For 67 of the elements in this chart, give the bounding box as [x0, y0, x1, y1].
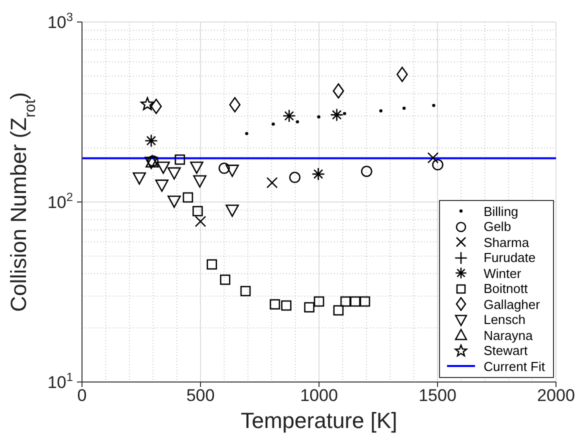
- point: [360, 166, 372, 178]
- legend-label: Billing: [484, 204, 518, 219]
- point: [312, 167, 325, 181]
- point: [226, 204, 239, 217]
- point: [379, 109, 382, 112]
- legend-label: Sharma: [484, 234, 530, 250]
- point: [168, 196, 181, 208]
- point: [427, 152, 439, 164]
- x-tick-label: 1000: [300, 386, 338, 406]
- point: [132, 172, 146, 185]
- point: [396, 66, 408, 82]
- point: [144, 134, 158, 148]
- point: [432, 159, 444, 170]
- legend-label: Narayna: [484, 328, 533, 343]
- point: [296, 120, 300, 124]
- point: [194, 216, 206, 228]
- x-tick-label: 500: [186, 386, 215, 406]
- point: [218, 162, 230, 174]
- point: [156, 162, 170, 174]
- point: [245, 132, 248, 136]
- legend-label: Stewart: [484, 343, 528, 358]
- point: [340, 296, 351, 307]
- point: [314, 296, 324, 307]
- legend-label: Furudate: [484, 250, 536, 266]
- point: [206, 259, 218, 270]
- point: [168, 167, 181, 180]
- point: [282, 109, 296, 123]
- point: [192, 206, 203, 216]
- legend-label: Gallagher: [484, 296, 540, 312]
- point: [330, 108, 344, 122]
- point: [317, 115, 320, 119]
- point: [240, 286, 251, 296]
- point: [174, 154, 186, 165]
- point: [155, 180, 169, 192]
- point: [432, 104, 436, 108]
- point: [342, 112, 346, 116]
- point: [272, 122, 275, 126]
- legend-label: Gelb: [484, 219, 512, 234]
- x-tick-label: 1500: [418, 386, 456, 406]
- point: [281, 300, 292, 311]
- x-axis-title: Temperature [K]: [240, 408, 398, 433]
- point: [193, 175, 206, 188]
- point: [226, 164, 239, 177]
- point: [190, 162, 204, 174]
- point: [182, 192, 194, 203]
- point: [304, 302, 314, 312]
- point: [333, 305, 344, 316]
- point: [289, 172, 300, 184]
- legend-label: Boitnott: [484, 281, 528, 296]
- point: [270, 299, 280, 310]
- x-tick-label: 2000: [537, 386, 575, 406]
- legend-label: Lensch: [484, 312, 526, 328]
- y-tick-label: 10$^{1}$: [47, 370, 74, 392]
- legend-label: Winter: [484, 266, 522, 281]
- legend-label: Current Fit: [484, 358, 545, 374]
- point: [266, 177, 278, 188]
- point: [140, 97, 154, 110]
- point: [360, 296, 370, 307]
- point: [150, 98, 162, 114]
- point: [220, 274, 230, 285]
- x-tick-label: 0: [77, 386, 87, 406]
- point: [229, 97, 241, 112]
- y-tick-label: 10$^{2}$: [47, 190, 74, 212]
- point: [332, 83, 344, 99]
- point: [402, 106, 406, 110]
- y-tick-label: 10$^{3}$: [47, 10, 74, 32]
- point: [350, 296, 360, 307]
